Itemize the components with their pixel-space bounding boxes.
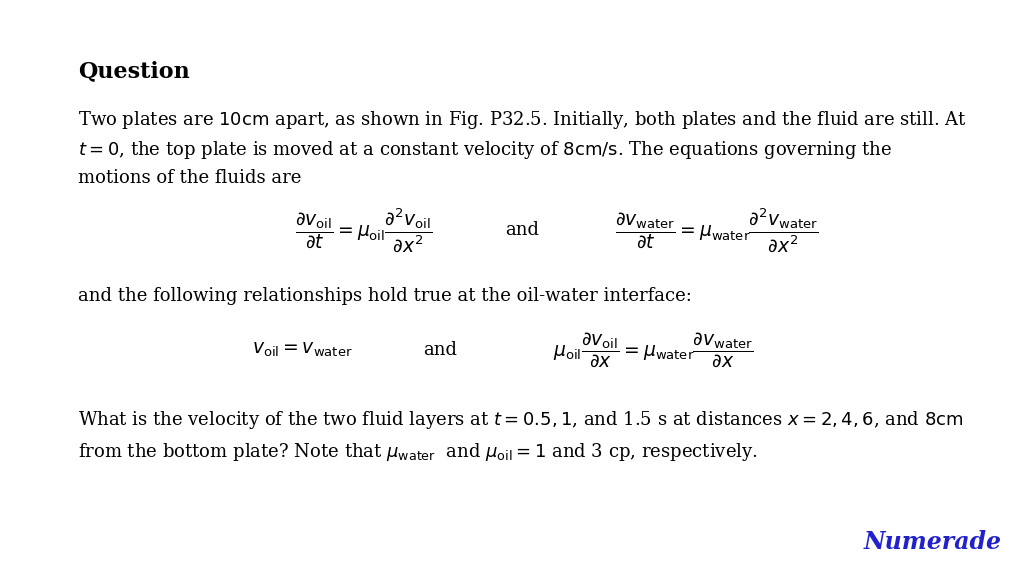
Text: motions of the fluids are: motions of the fluids are (78, 169, 301, 187)
Text: Numerade: Numerade (863, 530, 1001, 554)
Text: $\mu_{\mathrm{oil}}\dfrac{\partial v_{\mathrm{oil}}}{\partial x} = \mu_{\mathrm{: $\mu_{\mathrm{oil}}\dfrac{\partial v_{\m… (553, 331, 754, 369)
Text: What is the velocity of the two fluid layers at $t=0.5, 1$, and 1.5 s at distanc: What is the velocity of the two fluid la… (78, 409, 964, 431)
Text: and: and (505, 221, 540, 240)
Text: $\dfrac{\partial v_{\mathrm{oil}}}{\partial t} = \mu_{\mathrm{oil}}\dfrac{\parti: $\dfrac{\partial v_{\mathrm{oil}}}{\part… (295, 207, 432, 254)
Text: and: and (423, 340, 458, 359)
Text: Two plates are $10\mathrm{cm}$ apart, as shown in Fig. P32.5. Initially, both pl: Two plates are $10\mathrm{cm}$ apart, as… (78, 109, 967, 131)
Text: Question: Question (78, 60, 189, 82)
Text: $v_{\mathrm{oil}} = v_{\mathrm{water}}$: $v_{\mathrm{oil}} = v_{\mathrm{water}}$ (252, 340, 352, 359)
Text: $\dfrac{\partial v_{\mathrm{water}}}{\partial t} = \mu_{\mathrm{water}}\dfrac{\p: $\dfrac{\partial v_{\mathrm{water}}}{\pa… (614, 207, 819, 254)
Text: and the following relationships hold true at the oil-water interface:: and the following relationships hold tru… (78, 287, 691, 305)
Text: from the bottom plate? Note that $\mu_{\mathrm{water}}$  and $\mu_{\mathrm{oil}}: from the bottom plate? Note that $\mu_{\… (78, 441, 758, 463)
Text: $t=0$, the top plate is moved at a constant velocity of $8\mathrm{cm}/\mathrm{s}: $t=0$, the top plate is moved at a const… (78, 139, 892, 161)
